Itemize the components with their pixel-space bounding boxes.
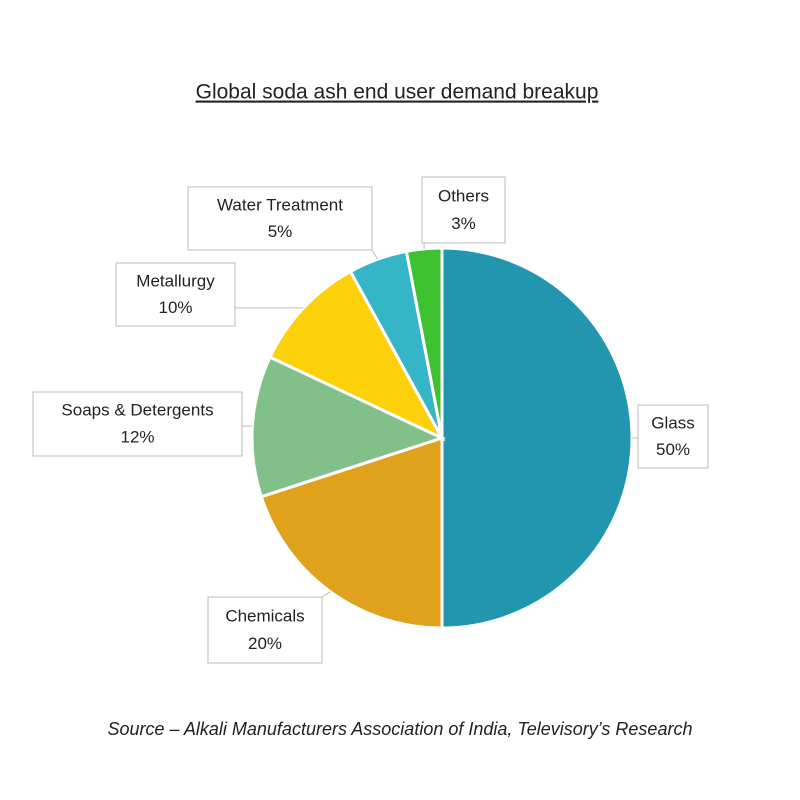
value-label: 20% xyxy=(248,634,282,653)
label-box xyxy=(637,404,709,469)
slice-label: Others xyxy=(438,186,489,205)
pie-slice xyxy=(250,355,447,499)
value-label: 5% xyxy=(268,222,293,241)
label-box xyxy=(207,596,323,664)
value-label: 12% xyxy=(120,428,154,447)
slice-label: Glass xyxy=(651,413,694,432)
label-box xyxy=(32,391,243,457)
pie-slice xyxy=(440,246,634,630)
label-box xyxy=(115,262,236,327)
label-box xyxy=(187,186,373,251)
slice-label: Metallurgy xyxy=(136,271,215,290)
source-note: Source – Alkali Manufacturers Associatio… xyxy=(108,719,693,739)
label-box xyxy=(421,176,506,244)
value-label: 50% xyxy=(656,440,690,459)
slice-label: Soaps & Detergents xyxy=(61,401,213,420)
value-label: 3% xyxy=(451,214,476,233)
leader-line xyxy=(371,249,379,260)
value-label: 10% xyxy=(158,298,192,317)
chart-title: Global soda ash end user demand breakup xyxy=(196,81,599,104)
pie-slice xyxy=(259,435,444,630)
slice-label: Water Treatment xyxy=(217,195,343,214)
slice-label: Chemicals xyxy=(225,606,304,625)
pie-slice xyxy=(268,269,446,442)
leader-line xyxy=(321,591,331,598)
